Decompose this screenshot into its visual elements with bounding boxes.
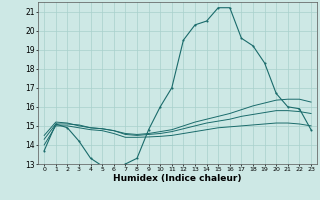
X-axis label: Humidex (Indice chaleur): Humidex (Indice chaleur): [113, 174, 242, 183]
